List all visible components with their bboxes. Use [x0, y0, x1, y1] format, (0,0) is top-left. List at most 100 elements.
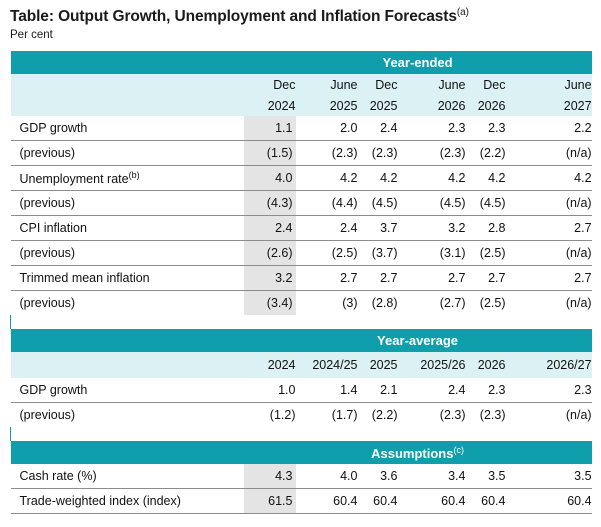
value-cell: (4.5)	[397, 190, 466, 216]
value-cell: 2.7	[295, 265, 358, 291]
value-cell: 4.2	[465, 165, 506, 191]
value-cell: 2.7	[505, 265, 592, 291]
row-label: (previous)	[10, 190, 244, 216]
row-label-note: (b)	[128, 170, 140, 180]
header-blank	[10, 74, 244, 95]
section-spacer	[10, 315, 592, 329]
value-cell: 60.4	[295, 488, 358, 514]
column-header-month: Dec	[243, 74, 296, 95]
column-header-month: Dec	[357, 74, 398, 95]
value-cell: 3.5	[488, 469, 506, 483]
row-label-text: Trimmed mean inflation	[19, 271, 150, 285]
value-cell: (n/a)	[505, 190, 592, 216]
value-cell: 4.2	[397, 165, 466, 191]
column-header-year: 2025	[295, 95, 358, 116]
row-label-text: Unemployment rate	[19, 172, 129, 186]
value-cell: 3.6	[380, 469, 398, 483]
row-label-text: (previous)	[19, 408, 76, 422]
value-cell: (1.7)	[295, 402, 358, 427]
section-spacer	[10, 427, 592, 441]
value-cell: (n/a)	[505, 402, 592, 427]
title-note: (a)	[456, 7, 469, 18]
value-cell: (2.5)	[465, 240, 506, 266]
value-cell: 3.2	[397, 215, 466, 241]
year_ended-band-row: Year-ended	[10, 51, 592, 74]
value-cell: 4.3	[243, 464, 296, 489]
column-header-year: 2025	[357, 95, 398, 116]
value-cell: 60.4	[505, 488, 592, 514]
value-cell: (3.7)	[357, 240, 398, 266]
column-header-period: 2026	[465, 352, 506, 378]
value-cell: 4.2	[295, 165, 358, 191]
row-label-text: (previous)	[19, 196, 76, 210]
value-cell: (3.1)	[397, 240, 466, 266]
row-label-text: CPI inflation	[19, 221, 87, 235]
value-cell: 2.3	[574, 383, 592, 397]
value-cell: (2.2)	[357, 402, 398, 427]
column-header-period: 2024/25	[295, 352, 358, 378]
value-cell: 61.5	[243, 488, 296, 514]
table-row: Trade-weighted index (index) 61.5 60.4 60.4…	[10, 488, 592, 514]
row-label: CPI inflation	[10, 215, 244, 241]
column-header-period: 2025	[357, 352, 398, 378]
table-row: (previous) (3.4) (3) (2.8) (2.7) (2.5) (n/a)	[10, 290, 592, 315]
value-cell: 60.4	[465, 488, 506, 514]
value-cell: 2.7	[397, 265, 466, 291]
value-cell: (2.3)	[295, 140, 358, 166]
value-cell: 2.3	[488, 383, 506, 397]
column-header-period: 2025/26	[397, 352, 466, 378]
value-cell: 2.0	[340, 121, 358, 135]
column-header-month: June	[397, 74, 466, 95]
value-cell: (4.5)	[465, 190, 506, 216]
row-label: (previous)	[10, 240, 244, 266]
band-spacer	[10, 441, 244, 464]
value-cell: (n/a)	[505, 140, 592, 166]
value-cell: 2.7	[465, 265, 506, 291]
row-label: (previous)	[10, 140, 244, 166]
value-cell: (4.5)	[357, 190, 398, 216]
assumptions-band-row: Assumptions(c)	[10, 441, 592, 464]
value-cell: 3.7	[357, 215, 398, 241]
table-row: (previous) (1.2) (1.7) (2.2) (2.3) (2.3) (n/a)	[10, 402, 592, 427]
value-cell: 2.1	[380, 383, 398, 397]
value-cell: (n/a)	[505, 240, 592, 266]
table-row: GDP growth 1.1 2.0 2.4 2.3 2.3 2.2	[11, 116, 592, 141]
year_average-band-label: Year-average	[377, 333, 458, 348]
value-cell: 2.3	[488, 121, 506, 135]
table-subtitle: Per cent	[10, 29, 53, 41]
value-cell: 2.7	[505, 215, 592, 241]
row-label: GDP growth	[11, 116, 244, 141]
column-header-period: 2024	[243, 352, 296, 378]
table-row: CPI inflation 2.4 2.4 3.7 3.2 2.8 2.7	[10, 215, 592, 241]
row-label: Unemployment rate(b)	[10, 165, 244, 191]
value-cell: 3.2	[243, 265, 296, 291]
spacer-cell	[10, 427, 244, 441]
year_ended-band-label: Year-ended	[382, 55, 453, 70]
spacer-cell	[244, 427, 592, 441]
value-cell: 2.4	[295, 215, 358, 241]
band-spacer	[10, 329, 244, 352]
value-cell: (2.6)	[243, 240, 296, 266]
value-cell: (2.5)	[465, 290, 506, 315]
year-average-header: 2024 2024/25 2025 2025/26 2026 2026/27	[10, 352, 592, 378]
value-cell: 2.3	[448, 121, 466, 135]
assumptions-band-label: Assumptions	[371, 445, 454, 461]
table-row: Cash rate (%) 4.3 4.0 3.6 3.4 3.5 3.5	[11, 464, 592, 489]
band-spacer	[10, 51, 244, 74]
column-header-year: 2027	[505, 95, 592, 116]
table-row: (previous) (2.6) (2.5) (3.7) (3.1) (2.5) (n/a)	[10, 240, 592, 266]
row-label-text: GDP growth	[19, 383, 88, 397]
value-cell: (1.2)	[243, 402, 296, 427]
value-cell: (3.4)	[243, 290, 296, 315]
value-cell: (2.8)	[357, 290, 398, 315]
assumptions-band-note: (c)	[453, 444, 464, 455]
header-blank	[10, 95, 244, 116]
row-label-text: (previous)	[19, 246, 76, 260]
value-cell: 2.4	[243, 215, 296, 241]
year-ended-header-bottom: 2024 2025 2025 2026 2026 2027	[10, 95, 592, 116]
spacer-cell	[244, 315, 592, 329]
value-cell: 3.4	[448, 469, 466, 483]
row-label-text: Trade-weighted index (index)	[19, 494, 181, 508]
value-cell: 4.0	[243, 165, 296, 191]
column-header-month: June	[505, 74, 592, 95]
